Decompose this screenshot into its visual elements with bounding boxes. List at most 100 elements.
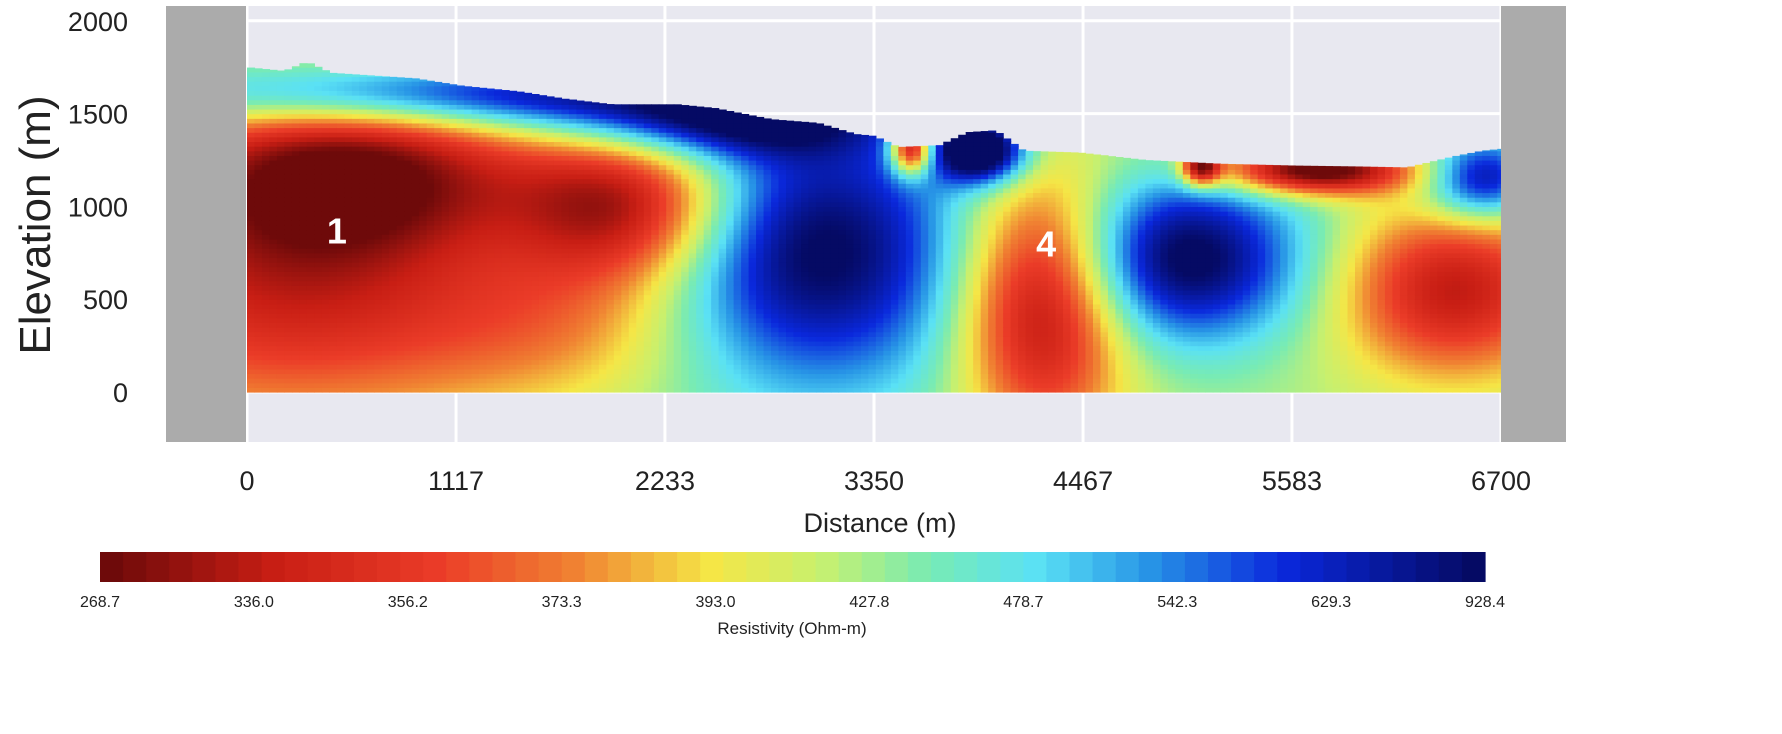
heatmap-cell bbox=[276, 336, 286, 342]
heatmap-cell bbox=[666, 299, 675, 305]
heatmap-cell bbox=[314, 211, 323, 217]
heatmap-cell bbox=[756, 224, 765, 231]
heatmap-cell bbox=[815, 262, 825, 268]
heatmap-cell bbox=[321, 187, 330, 194]
heatmap-cell bbox=[763, 146, 772, 152]
heatmap-cell bbox=[651, 127, 660, 133]
heatmap-cell bbox=[441, 187, 450, 194]
heatmap-cell bbox=[681, 220, 690, 226]
heatmap-cell bbox=[606, 229, 615, 235]
heatmap-cell bbox=[329, 350, 338, 356]
heatmap-cell bbox=[688, 108, 697, 115]
heatmap-cell bbox=[276, 150, 286, 156]
heatmap-cell bbox=[531, 169, 540, 175]
heatmap-cell bbox=[396, 173, 405, 180]
heatmap-cell bbox=[247, 118, 256, 124]
heatmap-cell bbox=[366, 299, 375, 305]
heatmap-cell bbox=[404, 387, 413, 393]
heatmap-cell bbox=[718, 359, 727, 365]
heatmap-cell bbox=[718, 118, 727, 124]
heatmap-cell bbox=[576, 206, 585, 212]
heatmap-cell bbox=[531, 173, 540, 180]
heatmap-cell bbox=[531, 308, 540, 314]
heatmap-cell bbox=[516, 192, 525, 198]
heatmap-cell bbox=[396, 229, 405, 235]
heatmap-cell bbox=[786, 120, 795, 124]
heatmap-cell bbox=[815, 336, 825, 342]
heatmap-cell bbox=[756, 289, 765, 296]
heatmap-cell bbox=[748, 122, 757, 129]
heatmap-cell bbox=[793, 322, 802, 328]
heatmap-cell bbox=[733, 262, 742, 268]
heatmap-cell bbox=[299, 238, 308, 245]
heatmap-cell bbox=[419, 90, 428, 96]
heatmap-cell bbox=[291, 146, 301, 152]
heatmap-cell bbox=[509, 108, 518, 115]
heatmap-cell bbox=[291, 113, 301, 119]
heatmap-cell bbox=[306, 164, 315, 170]
heatmap-cell bbox=[553, 359, 563, 365]
heatmap-cell bbox=[748, 252, 757, 259]
heatmap-cell bbox=[703, 373, 712, 379]
heatmap-cell bbox=[778, 285, 787, 291]
heatmap-cell bbox=[411, 122, 420, 129]
heatmap-cell bbox=[613, 187, 622, 194]
heatmap-cell bbox=[254, 252, 263, 259]
heatmap-cell bbox=[404, 289, 413, 296]
heatmap-cell bbox=[763, 354, 772, 361]
heatmap-cell bbox=[344, 146, 353, 152]
heatmap-cell bbox=[381, 192, 390, 198]
heatmap-cell bbox=[636, 336, 645, 342]
heatmap-cell bbox=[613, 350, 622, 356]
heatmap-cell bbox=[711, 299, 720, 305]
heatmap-cell bbox=[546, 322, 555, 328]
heatmap-cell bbox=[276, 229, 286, 235]
heatmap-cell bbox=[741, 136, 750, 143]
heatmap-cell bbox=[726, 229, 735, 235]
heatmap-cell bbox=[658, 368, 667, 375]
heatmap-cell bbox=[314, 354, 323, 361]
heatmap-cell bbox=[434, 150, 443, 156]
heatmap-cell bbox=[486, 169, 495, 175]
heatmap-cell bbox=[546, 206, 555, 212]
heatmap-cell bbox=[374, 243, 383, 249]
heatmap-cell bbox=[606, 118, 615, 124]
heatmap-cell bbox=[703, 359, 712, 365]
heatmap-cell bbox=[419, 211, 428, 217]
heatmap-cell bbox=[801, 303, 810, 310]
heatmap-cell bbox=[651, 108, 660, 115]
heatmap-cell bbox=[696, 299, 705, 305]
heatmap-cell bbox=[621, 169, 630, 175]
heatmap-cell bbox=[568, 197, 578, 203]
heatmap-cell bbox=[606, 340, 615, 347]
heatmap-cell bbox=[628, 262, 637, 268]
heatmap-cell bbox=[726, 345, 735, 351]
heatmap-cell bbox=[621, 187, 630, 194]
heatmap-cell bbox=[254, 257, 263, 263]
heatmap-cell bbox=[351, 164, 360, 170]
heatmap-cell bbox=[606, 285, 615, 291]
heatmap-cell bbox=[771, 331, 780, 337]
heatmap-cell bbox=[426, 276, 435, 282]
heatmap-cell bbox=[726, 285, 735, 291]
heatmap-cell bbox=[681, 262, 690, 268]
heatmap-cell bbox=[771, 127, 780, 133]
heatmap-cell bbox=[321, 99, 330, 105]
heatmap-cell bbox=[254, 201, 263, 207]
heatmap-cell bbox=[464, 178, 473, 184]
heatmap-cell bbox=[733, 294, 742, 300]
heatmap-cell bbox=[396, 155, 405, 161]
heatmap-cell bbox=[434, 85, 443, 91]
heatmap-cell bbox=[336, 382, 345, 388]
heatmap-cell bbox=[628, 224, 637, 231]
heatmap-cell bbox=[494, 322, 503, 328]
heatmap-cell bbox=[516, 248, 525, 254]
heatmap-cell bbox=[726, 276, 735, 282]
heatmap-cell bbox=[314, 327, 323, 333]
heatmap-cell bbox=[628, 113, 637, 119]
heatmap-cell bbox=[651, 248, 660, 254]
heatmap-cell bbox=[247, 322, 256, 328]
heatmap-cell bbox=[576, 127, 585, 133]
heatmap-cell bbox=[261, 178, 271, 184]
heatmap-cell bbox=[501, 113, 510, 119]
